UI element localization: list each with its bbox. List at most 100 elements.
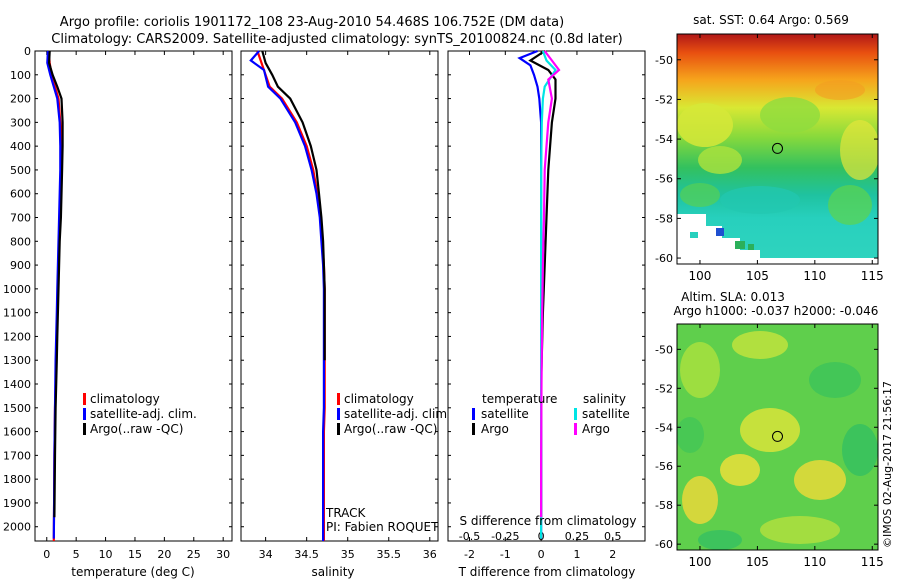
sst-field: [677, 34, 878, 264]
legend-label-satellite: satellite-adj. clim.: [90, 407, 197, 421]
depth-tick-label: 800: [10, 235, 31, 248]
salinity-plot-frame: [240, 50, 439, 542]
difference-plot-frame: [447, 50, 646, 542]
legend-swatch-satellite: [337, 408, 340, 420]
depth-tick-label: 0: [24, 45, 31, 58]
pi-annotation: PI: Fabien ROQUET: [326, 520, 439, 534]
header-line-2: Climatology: CARS2009. Satellite-adjuste…: [51, 32, 623, 47]
map-y-tick-label: -56: [655, 460, 673, 473]
map-x-tick-label: 105: [746, 555, 769, 569]
sla-map-frame: [676, 323, 879, 551]
difference-panel: -2 -1 0 1 2-0.5 -0.25 0 0.25 0.5 T difference fr…: [447, 49, 646, 579]
legend-swatch-s-satellite: [574, 408, 577, 420]
legend-swatch-argo: [337, 423, 340, 435]
sla-map-subtitle: Argo h1000: -0.037 h2000: -0.046: [674, 304, 879, 318]
legend-title-temperature: temperature: [482, 392, 557, 406]
depth-tick-label: 600: [10, 188, 31, 201]
x-tick-label: 10: [99, 548, 113, 561]
depth-tick-label: 2000: [3, 521, 31, 534]
temperature-axis-label: temperature (deg C): [71, 565, 194, 579]
map-y-tick-label: -60: [655, 538, 673, 551]
map-y-tick-label: -52: [655, 93, 673, 106]
depth-tick-label: 1600: [3, 426, 31, 439]
legend-label-argo: Argo(..raw -QC): [344, 422, 437, 436]
difference-y-ticks: [448, 50, 645, 528]
map-x-tick-label: 110: [803, 269, 826, 283]
series-line-argo-raw-qc-: [47, 50, 64, 518]
track-annotation: TRACK: [325, 506, 367, 520]
legend-label-s-argo: Argo: [582, 422, 610, 436]
depth-axis: 0 100 200 300 400 500 600 700 800 900 1000 1100 1200…: [3, 45, 232, 534]
legend-title-salinity: salinity: [583, 392, 626, 406]
salinity-x-axis: 34 34.5 35 35.5 36: [259, 51, 437, 561]
depth-tick-label: 700: [10, 212, 31, 225]
x-tick-label: 30: [216, 548, 230, 561]
depth-tick-label: 1800: [3, 473, 31, 486]
sst-argo-position-marker: [772, 142, 783, 154]
depth-tick-label: 1700: [3, 449, 31, 462]
map-y-tick-label: -50: [655, 343, 673, 356]
temperature-x-axis: 0 5 10 15 20 25 30: [43, 51, 230, 561]
map-x-tick-label: 100: [689, 555, 712, 569]
sla-argo-position-marker: [772, 430, 783, 442]
temperature-legend: climatology satellite-adj. clim. Argo(..…: [83, 392, 197, 436]
x-tick-label: 0: [538, 548, 545, 561]
legend-swatch-climatology: [337, 393, 340, 405]
depth-tick-label: 1900: [3, 497, 31, 510]
temperature-panel: 0100200300400500600700800900100011001200…: [3, 45, 233, 579]
legend-swatch-t-satellite: [472, 408, 475, 420]
map-y-tick-label: -60: [655, 252, 673, 265]
imos-credit: ©IMOS 02-Aug-2017 21:56:17: [881, 381, 894, 548]
map-y-tick-label: -56: [655, 173, 673, 186]
legend-label-climatology: climatology: [90, 392, 160, 406]
salinity-axis-label: salinity: [311, 565, 354, 579]
sst-x-axis: 100 105 110 115: [689, 34, 884, 283]
depth-tick-label: 400: [10, 140, 31, 153]
legend-label-s-satellite: satellite: [582, 407, 630, 421]
map-y-tick-label: -54: [655, 133, 673, 146]
map-y-tick-label: -50: [655, 54, 673, 67]
difference-lines: [517, 49, 561, 539]
x-tick-label: 35.5: [377, 548, 402, 561]
legend-label-argo: Argo(..raw -QC): [90, 422, 183, 436]
map-y-tick-label: -52: [655, 382, 673, 395]
depth-tick-label: 1500: [3, 402, 31, 415]
map-x-tick-label: 115: [861, 269, 884, 283]
legend-label-satellite: satellite-adj. clim.: [344, 407, 451, 421]
x-tick-label: 34: [259, 548, 273, 561]
map-x-tick-label: 105: [746, 269, 769, 283]
map-x-tick-label: 100: [689, 269, 712, 283]
legend-swatch-climatology: [83, 393, 86, 405]
t-difference-axis-label: T difference from climatology: [458, 565, 636, 579]
sst-map-panel: sat. SST: 0.64 Argo: 0.569 100 1: [655, 13, 884, 283]
salinity-legend: climatology satellite-adj. clim. Argo(..…: [337, 392, 451, 436]
sst-y-axis: -50 -52 -54 -56 -58 -60: [655, 54, 878, 265]
s-tick-label: -0.5: [459, 530, 480, 543]
sla-y-axis: -50 -52 -54 -56 -58 -60: [655, 343, 878, 551]
legend-label-t-argo: Argo: [481, 422, 509, 436]
sla-map-panel: Altim. SLA: 0.013 Argo h1000: -0.037 h20…: [655, 290, 884, 569]
temperature-plot-frame: [34, 50, 233, 542]
temperature-lines: [46, 50, 64, 542]
sst-map-frame: [676, 33, 879, 265]
depth-tick-label: 1300: [3, 354, 31, 367]
salinity-lines: [249, 50, 326, 541]
legend-swatch-argo: [83, 423, 86, 435]
x-tick-label: 20: [157, 548, 171, 561]
s-tick-label: 0.5: [604, 530, 622, 543]
salinity-y-ticks: [241, 50, 438, 528]
series-line-satellite-adj-clim-: [249, 50, 325, 541]
legend-label-t-satellite: satellite: [481, 407, 529, 421]
s-tick-label: -0.25: [491, 530, 519, 543]
depth-tick-label: 1200: [3, 330, 31, 343]
sla-x-axis: 100 105 110 115: [689, 324, 884, 569]
x-tick-label: 1: [573, 548, 580, 561]
header-line-1: Argo profile: coriolis 1901172_108 23-Au…: [60, 15, 564, 30]
x-tick-label: -2: [464, 548, 475, 561]
x-tick-label: 35: [341, 548, 355, 561]
difference-legend: temperature salinity satellite Argo sate…: [472, 392, 630, 436]
legend-label-climatology: climatology: [344, 392, 414, 406]
sla-field: [677, 324, 878, 550]
map-x-tick-label: 110: [803, 555, 826, 569]
